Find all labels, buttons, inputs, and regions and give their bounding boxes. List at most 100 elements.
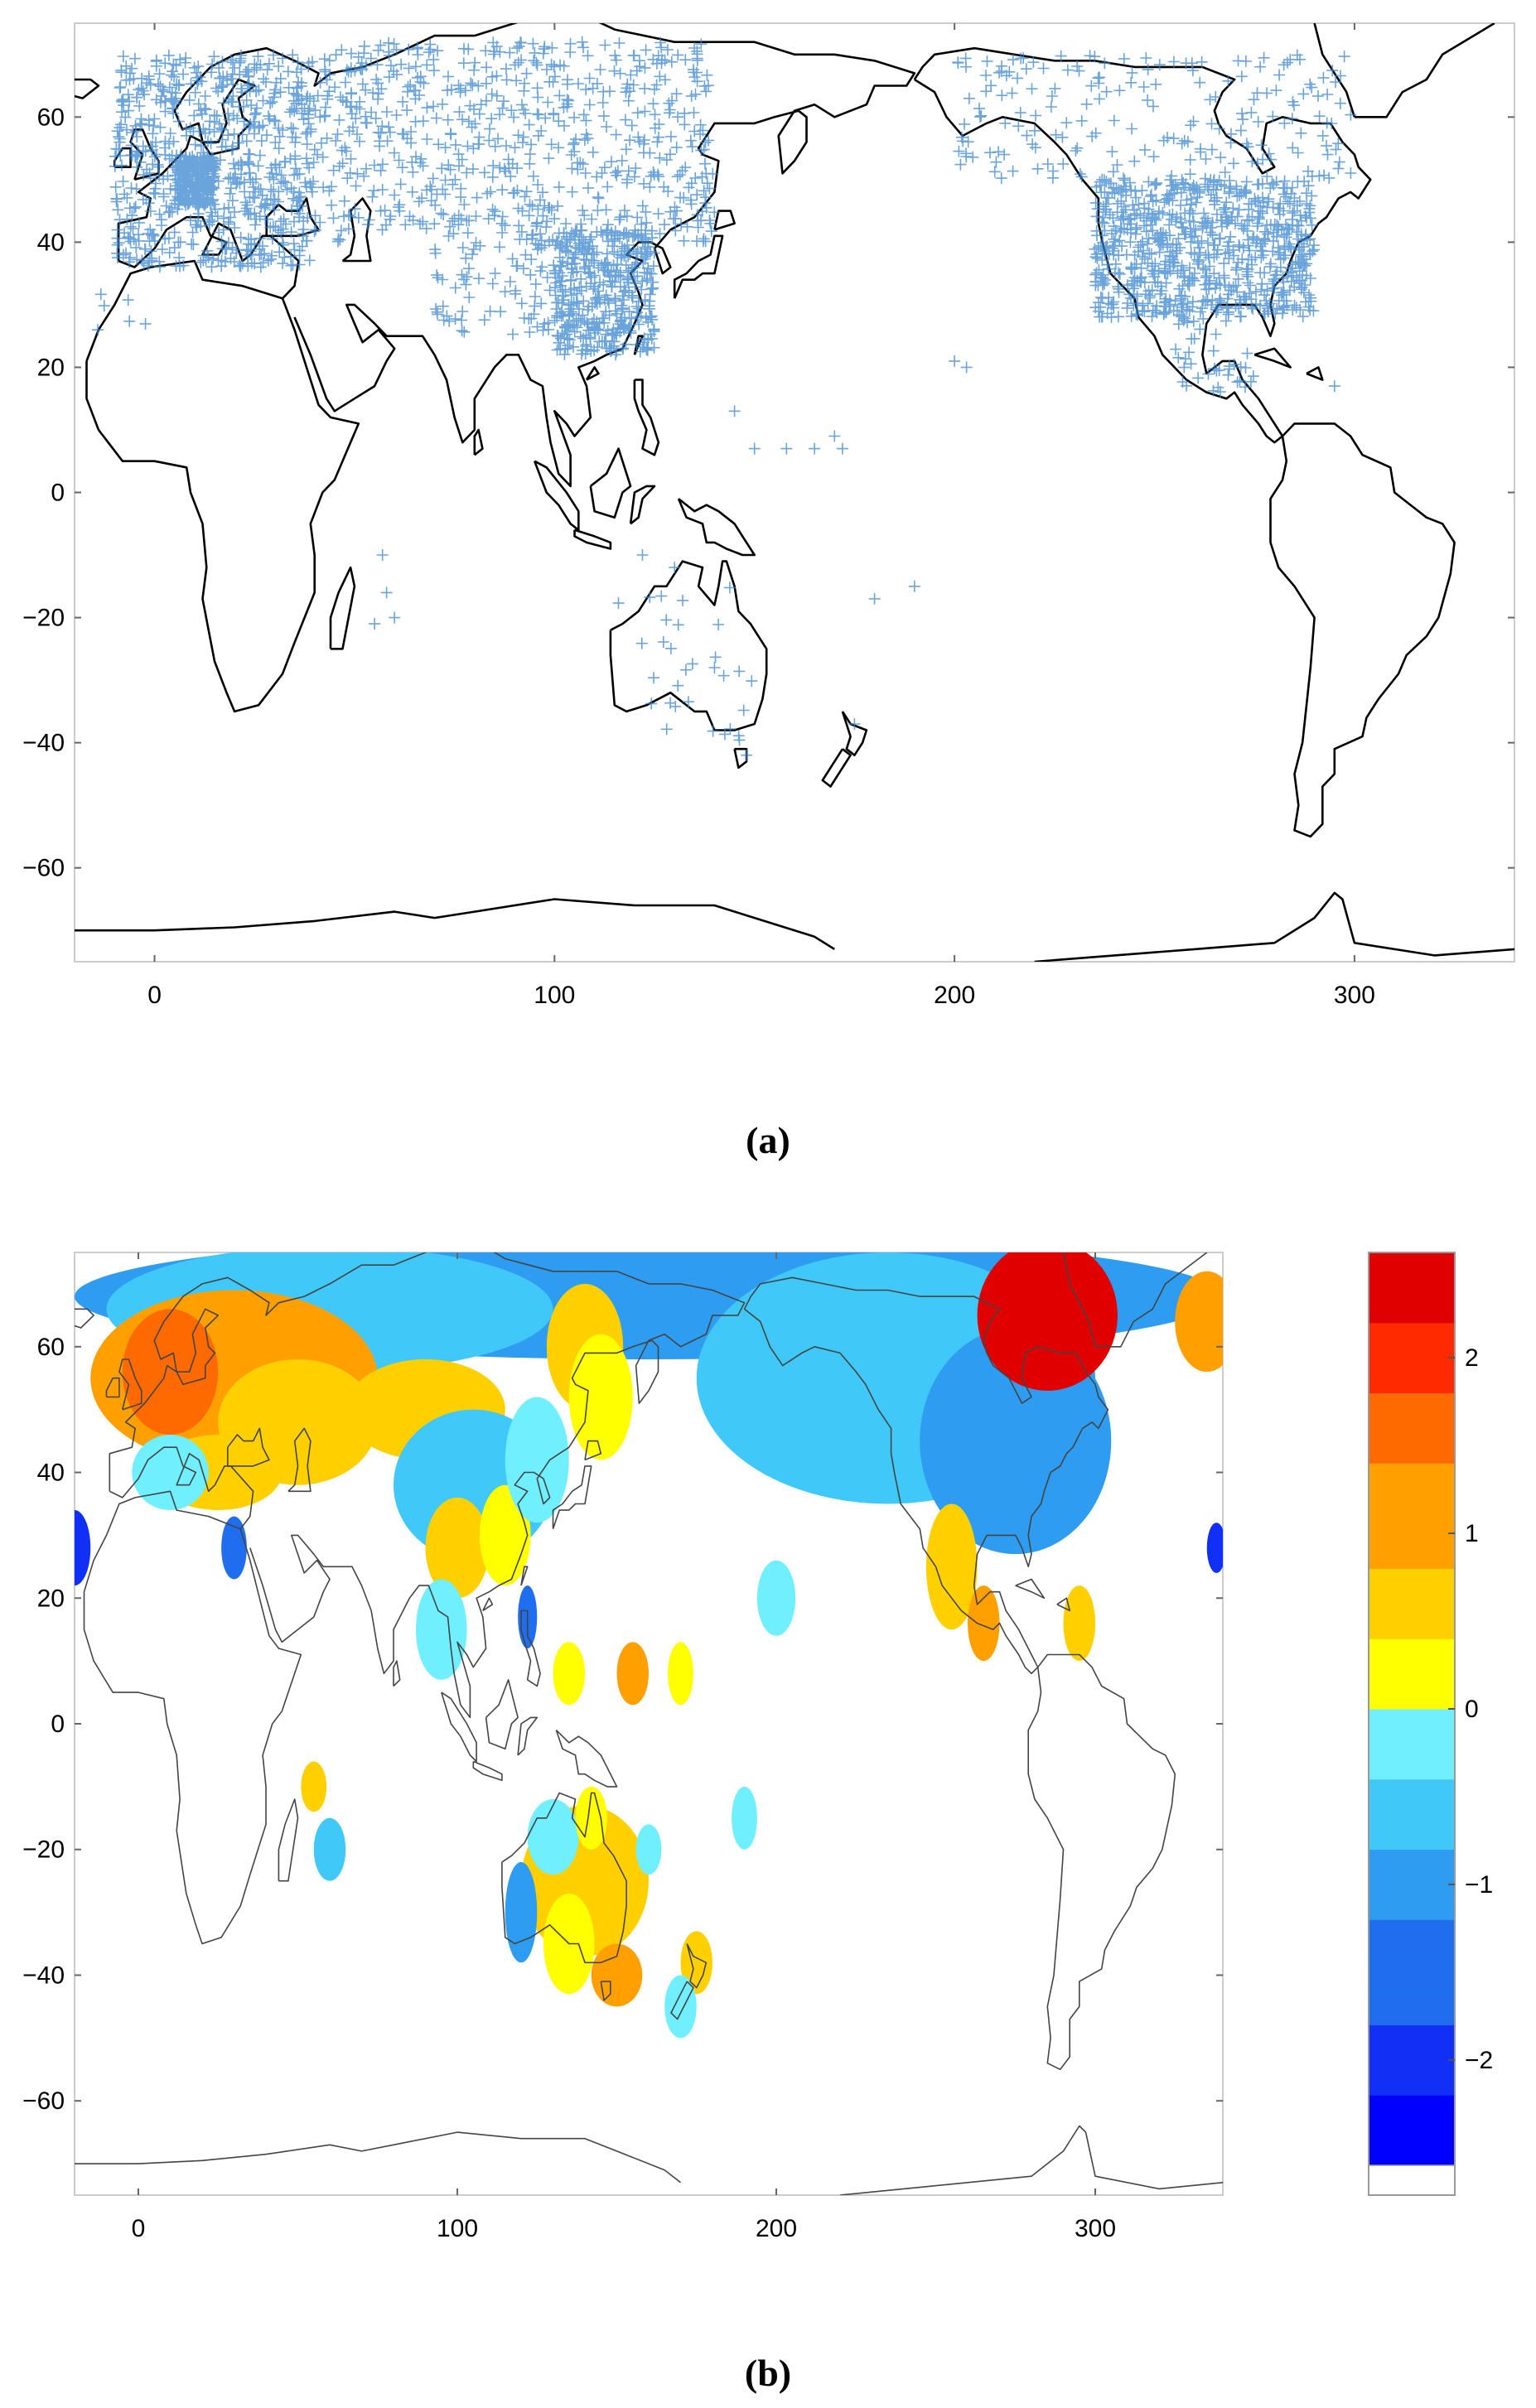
station-marker xyxy=(240,135,253,147)
station-marker xyxy=(265,183,278,195)
station-marker xyxy=(205,66,218,79)
station-marker xyxy=(188,109,200,122)
station-marker xyxy=(524,326,536,338)
station-marker xyxy=(287,192,299,205)
station-marker xyxy=(167,65,179,78)
station-marker xyxy=(532,129,544,142)
colorbar-swatch xyxy=(1369,2024,1455,2061)
station-marker xyxy=(621,210,633,222)
station-marker xyxy=(330,135,342,147)
station-marker xyxy=(278,239,290,251)
station-marker xyxy=(417,115,429,128)
station-marker xyxy=(126,62,138,75)
station-marker xyxy=(679,118,691,131)
station-marker xyxy=(159,142,171,154)
station-marker xyxy=(189,86,201,99)
station-marker xyxy=(541,272,553,283)
station-marker xyxy=(333,160,345,172)
station-marker xyxy=(421,59,433,71)
station-marker xyxy=(649,122,661,134)
station-marker xyxy=(636,275,649,287)
station-marker xyxy=(195,140,207,152)
station-marker xyxy=(539,41,551,53)
station-marker xyxy=(494,109,505,121)
station-marker xyxy=(219,255,231,268)
coastline xyxy=(589,447,632,519)
station-marker xyxy=(268,114,281,127)
station-marker xyxy=(490,41,503,53)
coastline xyxy=(75,898,835,951)
station-marker xyxy=(582,181,594,194)
station-marker xyxy=(584,333,597,345)
station-marker xyxy=(250,61,263,74)
station-marker xyxy=(317,181,330,194)
station-marker xyxy=(489,268,501,280)
station-marker xyxy=(631,245,644,258)
colorbar-swatch xyxy=(1369,1744,1455,1780)
station-marker xyxy=(418,77,430,89)
station-marker xyxy=(504,276,516,287)
station-marker xyxy=(545,58,558,70)
station-marker xyxy=(424,181,437,192)
station-marker xyxy=(169,173,181,186)
station-marker xyxy=(321,93,334,105)
station-marker xyxy=(526,200,539,212)
station-marker xyxy=(144,205,157,217)
station-marker xyxy=(319,65,331,78)
station-marker xyxy=(367,87,379,99)
station-marker xyxy=(575,273,587,285)
station-marker xyxy=(274,86,287,99)
station-marker xyxy=(665,55,678,68)
station-marker xyxy=(524,198,536,210)
station-marker xyxy=(131,91,142,104)
station-marker xyxy=(525,138,537,151)
station-marker xyxy=(113,237,125,249)
station-marker xyxy=(523,312,535,325)
station-marker xyxy=(252,160,264,172)
station-marker xyxy=(573,303,585,315)
station-marker xyxy=(405,137,418,149)
station-marker xyxy=(327,212,340,224)
station-marker xyxy=(609,166,621,179)
station-marker xyxy=(567,253,579,265)
station-marker xyxy=(442,230,455,242)
station-marker xyxy=(593,291,606,303)
anomaly-patch xyxy=(1175,1271,1223,1373)
station-marker xyxy=(505,104,518,117)
station-marker xyxy=(456,242,469,253)
anomaly-patch xyxy=(1063,1585,1095,1662)
station-marker xyxy=(575,224,587,236)
station-marker xyxy=(572,163,584,176)
station-marker xyxy=(489,205,501,218)
station-marker xyxy=(664,130,677,142)
station-marker xyxy=(383,46,395,58)
station-marker xyxy=(187,187,200,200)
station-marker xyxy=(432,45,444,57)
station-marker xyxy=(127,223,139,234)
station-marker xyxy=(568,340,579,353)
station-marker xyxy=(675,218,688,230)
station-marker xyxy=(159,105,171,118)
station-marker xyxy=(515,225,528,238)
station-marker xyxy=(520,67,533,80)
station-marker xyxy=(548,60,560,72)
station-marker xyxy=(138,169,150,181)
station-marker xyxy=(172,80,185,92)
station-marker xyxy=(131,253,143,266)
coastline xyxy=(821,748,852,788)
station-marker xyxy=(622,276,635,288)
station-marker xyxy=(551,310,563,322)
coastline xyxy=(341,197,372,263)
station-marker xyxy=(265,253,278,265)
station-marker xyxy=(376,224,389,236)
station-marker xyxy=(640,267,653,279)
anomaly-patch xyxy=(635,1824,662,1875)
station-marker xyxy=(273,186,285,198)
station-marker xyxy=(278,155,291,167)
station-marker xyxy=(603,309,616,321)
station-marker xyxy=(342,223,355,235)
station-marker xyxy=(487,48,500,60)
station-marker xyxy=(601,227,612,239)
station-marker xyxy=(582,303,594,316)
colorbar-swatch xyxy=(1369,1252,1455,1288)
